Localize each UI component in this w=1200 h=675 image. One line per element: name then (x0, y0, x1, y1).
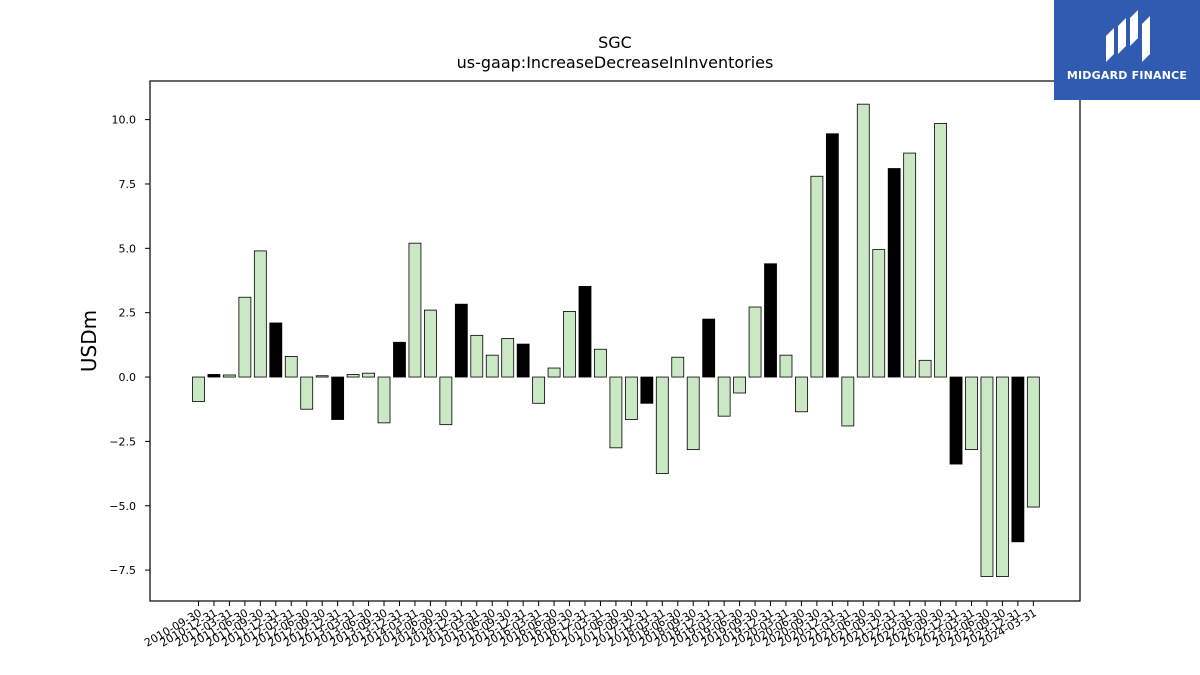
bar-2023-12-31 (1011, 376, 1025, 543)
bar-2021-06-30 (856, 103, 870, 378)
bar-2018-06-30 (671, 356, 685, 378)
logo-mark-icon (1106, 10, 1150, 62)
y-tick-label: 2.5 (119, 307, 137, 320)
bar-2012-12-31 (331, 376, 345, 420)
bar-2012-06-30 (300, 376, 314, 410)
x-axis: 2010-09-302010-12-312011-03-312011-06-30… (142, 601, 1039, 650)
y-axis-label: USDm (77, 310, 101, 372)
bar-2014-06-30 (423, 309, 437, 378)
bar-2015-12-31 (516, 343, 530, 378)
bar-2015-03-31 (470, 334, 484, 378)
bar-2019-12-31 (764, 263, 777, 378)
bar-2021-03-31 (841, 376, 855, 427)
bar-2017-03-31 (594, 348, 607, 378)
y-tick-label: −5.0 (109, 500, 136, 513)
bar-2011-03-31 (223, 374, 236, 378)
y-tick-label: 10.0 (112, 114, 137, 127)
chart-title: SGC (598, 33, 632, 52)
bar-2022-12-31 (949, 376, 963, 465)
bar-2020-03-31 (779, 354, 793, 378)
y-tick-label: 0.0 (119, 371, 137, 384)
bar-2020-12-31 (825, 133, 839, 378)
bar-2016-09-30 (563, 310, 576, 378)
bar-2018-03-31 (655, 376, 669, 474)
bar-2018-12-31 (702, 318, 716, 378)
bar-2011-06-30 (238, 296, 252, 378)
bar-2014-09-30 (439, 376, 453, 426)
bar-2021-09-30 (872, 249, 886, 378)
bar-2014-03-31 (408, 242, 422, 378)
bar-2022-03-31 (903, 152, 917, 378)
bar-2017-12-31 (640, 376, 654, 404)
bar-2017-06-30 (609, 376, 623, 449)
bars (192, 103, 1040, 577)
bar-2013-09-30 (377, 376, 391, 424)
bar-2011-09-30 (253, 250, 267, 378)
bar-2024-03-31 (1026, 376, 1040, 508)
bar-2019-03-31 (717, 376, 731, 417)
bar-2016-03-31 (532, 376, 546, 404)
y-tick-label: 7.5 (119, 178, 137, 191)
bar-2021-12-31 (887, 168, 901, 378)
y-axis: −7.5 −5.0 −2.5 0.0 2.5 5.0 7.5 10.0 (109, 114, 150, 577)
bar-2020-09-30 (810, 175, 824, 378)
y-tick-label: −2.5 (109, 435, 136, 448)
bar-2013-12-31 (393, 341, 406, 378)
bar-2018-09-30 (686, 376, 700, 451)
y-tick-label: −7.5 (109, 564, 136, 577)
bar-2012-03-31 (284, 356, 298, 378)
bar-2015-09-30 (501, 338, 515, 378)
y-tick-label: 5.0 (119, 242, 137, 255)
bar-2019-09-30 (748, 306, 762, 378)
bar-2019-06-30 (733, 376, 746, 394)
bar-2010-12-31 (207, 374, 221, 378)
bar-2013-03-31 (346, 374, 360, 378)
bar-2010-09-30 (192, 376, 205, 402)
bar-2022-06-30 (918, 359, 932, 378)
bar-2013-06-30 (362, 372, 375, 378)
bar-2016-06-30 (547, 367, 561, 378)
chart-subtitle: us-gaap:IncreaseDecreaseInInventories (457, 53, 774, 72)
bar-2017-09-30 (624, 376, 638, 420)
bar-2011-12-31 (269, 322, 283, 378)
bar-2015-06-30 (485, 354, 499, 378)
logo-text: MIDGARD FINANCE (1066, 69, 1188, 82)
bar-2016-12-31 (578, 286, 592, 378)
bar-2020-06-30 (795, 376, 808, 413)
plot-frame (149, 80, 1081, 602)
bar-2012-09-30 (315, 375, 329, 378)
bar-2023-09-30 (996, 376, 1009, 577)
bar-2023-03-31 (965, 376, 978, 451)
bar-2022-09-30 (934, 123, 947, 378)
bar-2023-06-30 (980, 376, 994, 577)
bar-2014-12-31 (454, 303, 468, 378)
brand-logo: MIDGARD FINANCE (1054, 0, 1200, 100)
